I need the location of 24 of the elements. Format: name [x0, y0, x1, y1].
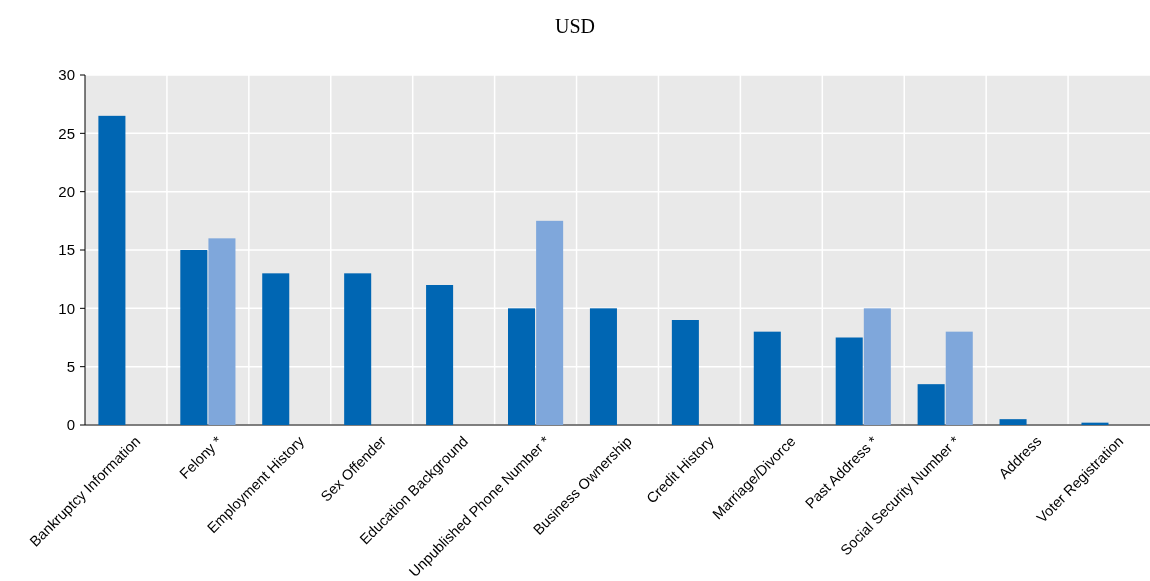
bar	[671, 320, 699, 425]
bar	[98, 115, 126, 425]
bar	[945, 331, 973, 425]
bar	[344, 273, 372, 425]
y-tick-label: 30	[58, 66, 75, 84]
bar	[753, 331, 781, 425]
y-tick-label: 5	[66, 357, 75, 375]
y-tick-label: 10	[58, 299, 75, 317]
bar	[536, 220, 564, 425]
y-tick-label: 25	[58, 124, 75, 142]
y-tick-label: 15	[58, 241, 75, 259]
bar	[180, 250, 208, 425]
bar	[208, 238, 236, 425]
bar	[863, 308, 891, 425]
bar	[426, 285, 454, 425]
bar	[835, 337, 863, 425]
y-tick-label: 0	[66, 416, 75, 434]
y-tick-label: 20	[58, 182, 75, 200]
bar	[508, 308, 536, 425]
bar	[262, 273, 290, 425]
bar	[589, 308, 617, 425]
chart-title: USD	[554, 15, 596, 37]
bar	[999, 419, 1027, 425]
bar	[917, 384, 945, 425]
